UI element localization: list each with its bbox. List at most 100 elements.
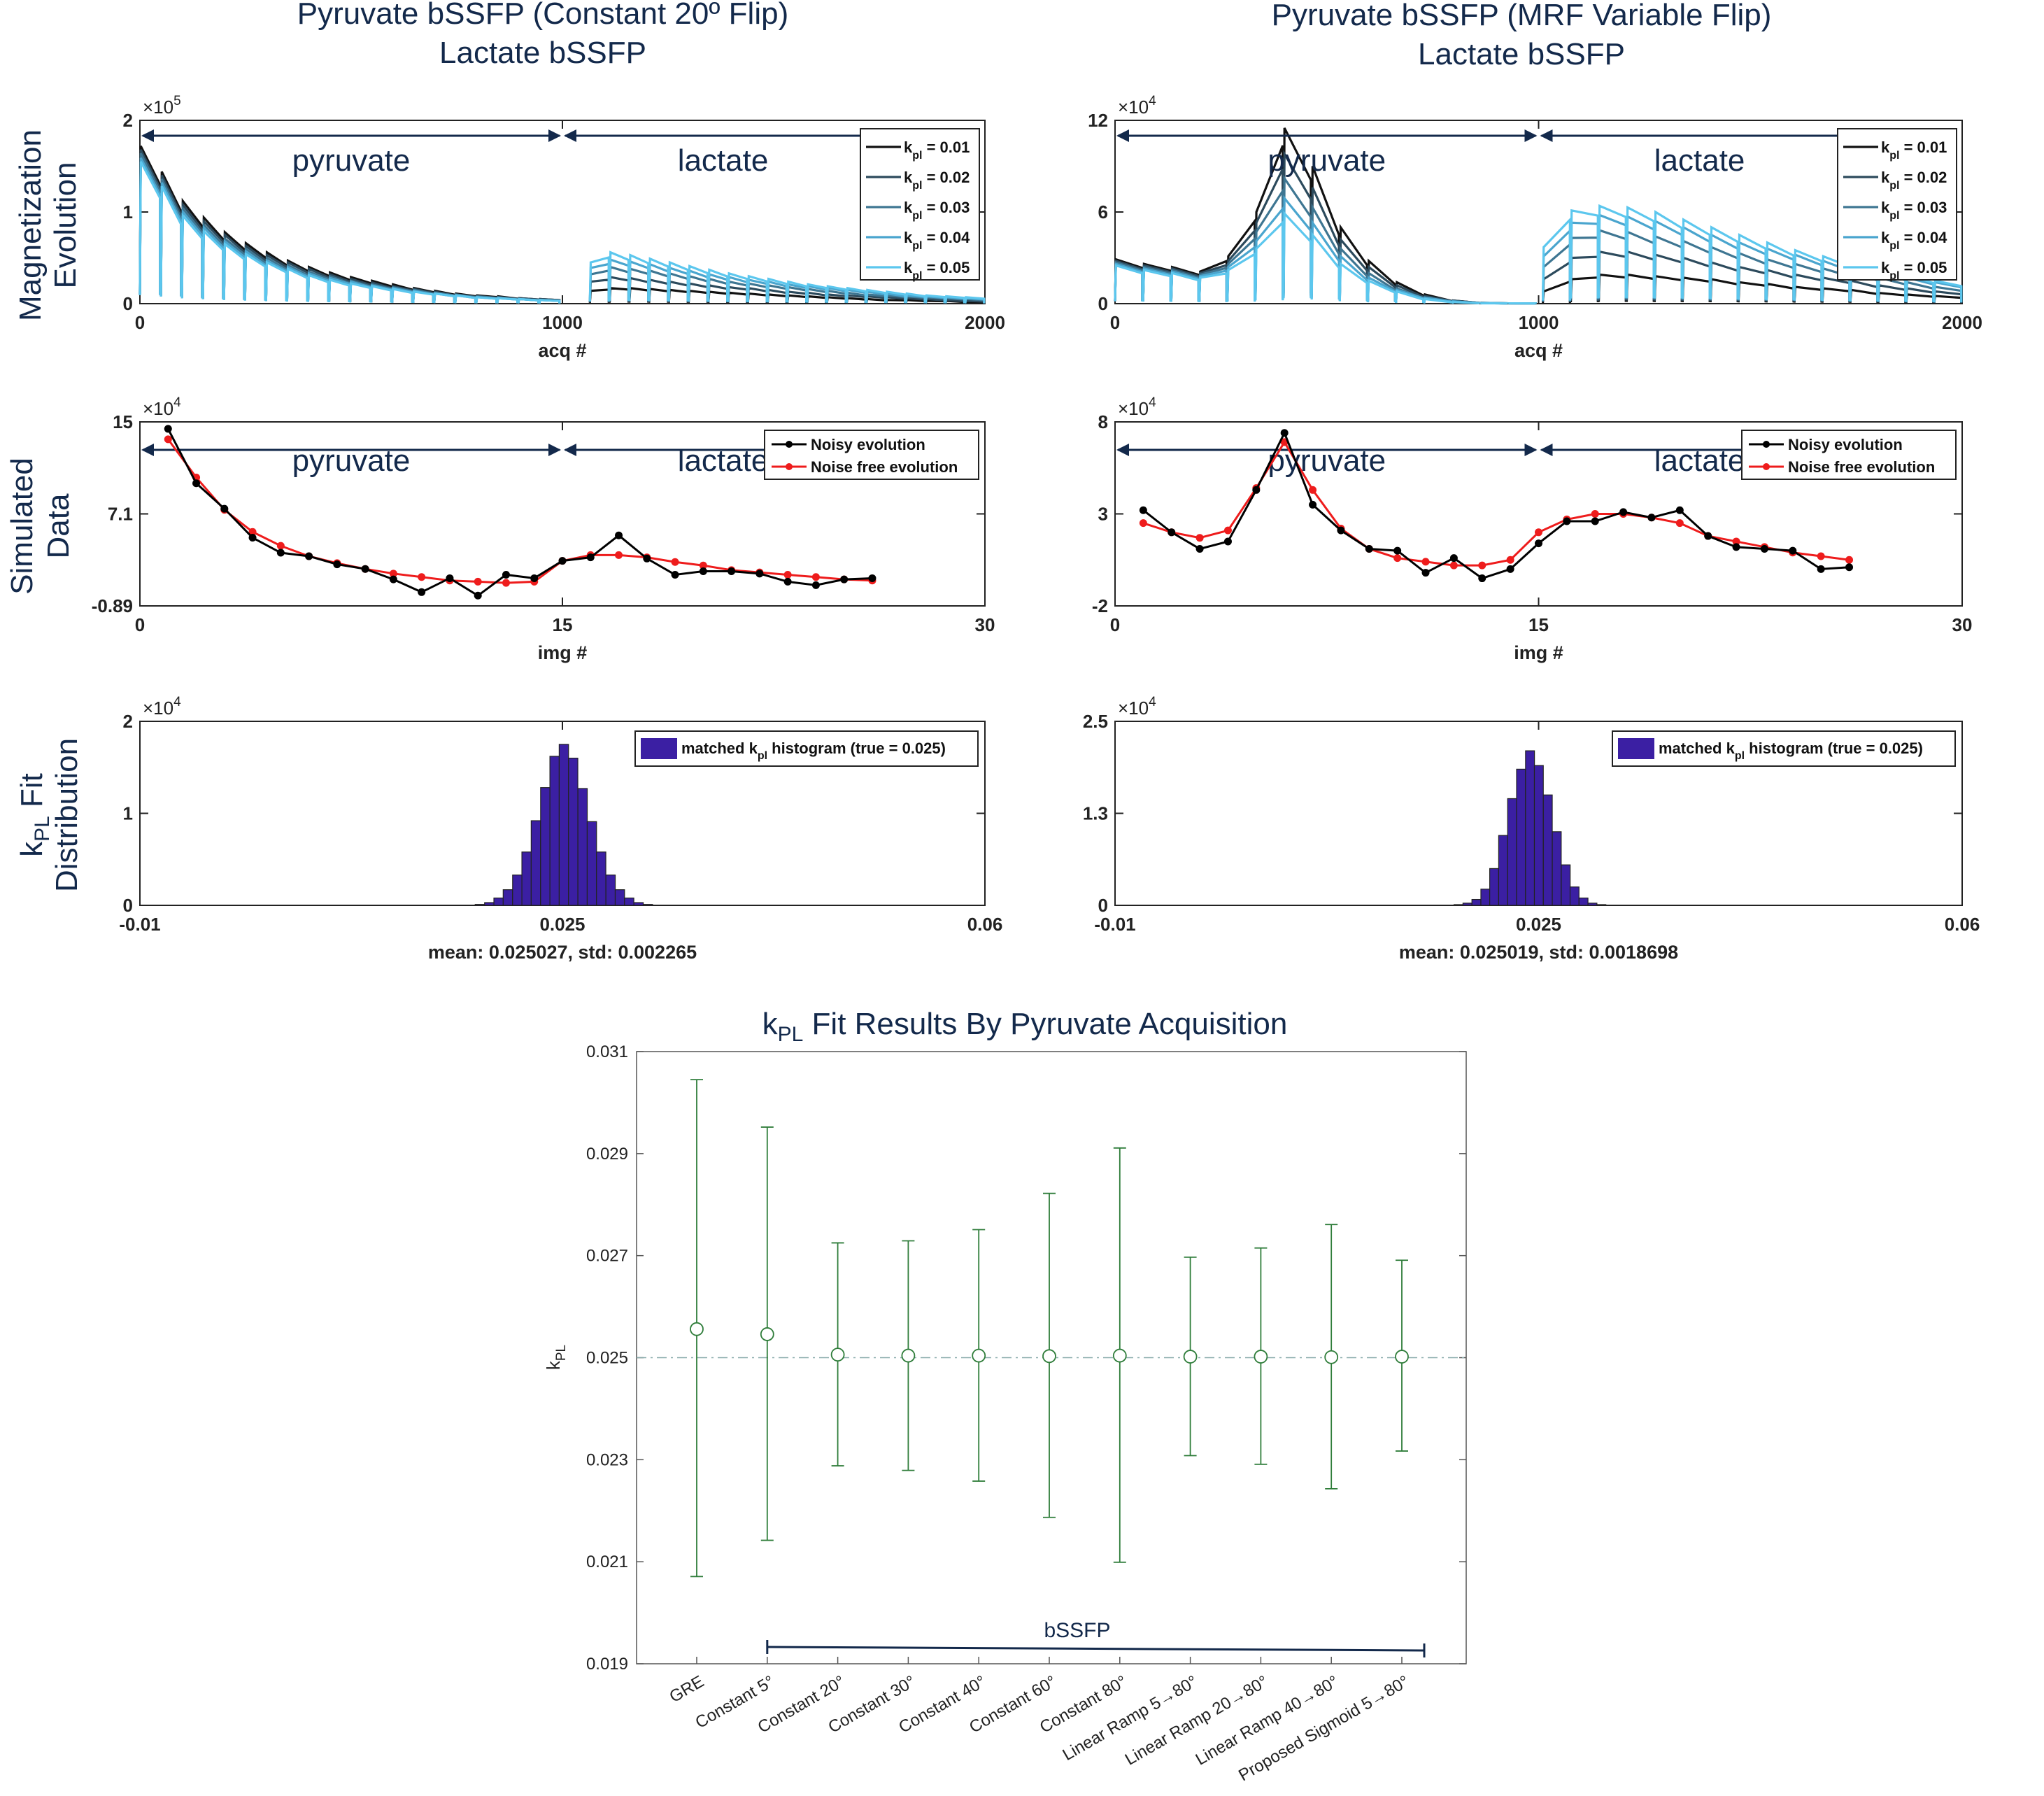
errorbar-xtick-label: GRE (666, 1672, 707, 1706)
sim-left-point (276, 542, 285, 550)
sim-left-point (446, 574, 454, 582)
mag-left-series (139, 145, 986, 304)
hist-right-bar (1552, 831, 1562, 906)
sim-left-line (167, 438, 872, 584)
sim-right-pyruvate-label: pyruvate (1268, 444, 1386, 478)
sim-right-point (1421, 558, 1430, 566)
bssfp-bracket-line (767, 1646, 1425, 1652)
hist-right-bar (1498, 835, 1508, 906)
hist-left-bar (540, 787, 551, 906)
mag-right-xtick-label: 0 (1110, 312, 1120, 333)
errorbar-mean-marker (760, 1327, 774, 1341)
hist-right-legend-swatch (1618, 738, 1654, 759)
hist-left-ytick-label: 0 (123, 895, 133, 916)
hist-left-bar (512, 875, 523, 906)
hist-right-legend: matched kpl histogram (true = 0.025) (1612, 730, 1956, 767)
errorbar-ylabel-group: kPL (543, 1345, 569, 1370)
mag-left-arrowhead (548, 129, 561, 142)
mag-right-phase-arrows: pyruvate lactate (1116, 129, 1957, 178)
hist-right-xlabel: mean: 0.025019, std: 0.0018698 (1399, 942, 1678, 963)
sim-left-legend-entry: Noise free evolution (811, 458, 958, 476)
hist-right-ytick-label: 2.5 (1083, 711, 1108, 732)
sim-right-ytick-label: -2 (1092, 595, 1108, 616)
mag-left-pyruvate-label: pyruvate (292, 143, 411, 178)
sim-left-point (164, 425, 172, 433)
errorbar-mean-marker (830, 1348, 845, 1362)
sim-left-point (418, 588, 426, 596)
sim-left-point (615, 531, 623, 539)
sim-right-point (1789, 546, 1797, 555)
sim-right-point (1139, 506, 1147, 514)
mag-left-xtick-label: 1000 (542, 312, 583, 333)
errorbar-mean-marker (1324, 1350, 1339, 1364)
errorbar-mean-marker (972, 1348, 986, 1363)
column-title-left-line2: Lactate bSSFP (439, 36, 646, 70)
hist-left-ytick-label: 1 (123, 803, 133, 824)
hist-left-ytick-label: 2 (123, 711, 133, 732)
sim-right-point (1675, 519, 1684, 528)
sim-left-xtick-label: 30 (975, 614, 995, 635)
mag-right-legend-entry: kpl = 0.03 (1881, 199, 1947, 222)
hist-right-xtick-label: 0.06 (1945, 914, 1980, 935)
sim-left-arrowhead (564, 444, 576, 456)
sim-left-exponent: ×104 (143, 395, 181, 419)
sim-right-point (1449, 561, 1458, 570)
sim-left-point (699, 561, 707, 570)
errorbar-ytick-label: 0.031 (586, 1042, 628, 1061)
hist-right-bar (1542, 794, 1553, 906)
sim-right-legend: Noisy evolution Noise free evolution (1741, 430, 1957, 480)
sim-right-point (1760, 544, 1768, 553)
sim-left-point (389, 575, 397, 584)
hist-left-bars (465, 744, 653, 906)
mag-left-line-kpl-5 (139, 161, 986, 304)
hist-left-legend-swatch (641, 738, 677, 759)
sim-right-point (1478, 574, 1486, 583)
sim-left-point (474, 591, 482, 600)
sim-left-point (840, 575, 849, 584)
mag-left-legend-box (860, 128, 980, 281)
errorbar-ylabel: kPL (543, 1345, 569, 1370)
sim-left-point (671, 558, 679, 566)
hist-left-bar (568, 757, 579, 906)
column-title-right-line1: Pyruvate bSSFP (MRF Variable Flip) (1272, 0, 1772, 32)
mag-right-lactate-label: lactate (1654, 143, 1745, 178)
row-label-kpl-fit: kPL Fit (15, 773, 54, 857)
hist-left-bar (502, 889, 513, 906)
errorbar-ytick-label: 0.021 (586, 1553, 628, 1571)
sim-right-arrowhead (1540, 444, 1553, 456)
sim-right-point (1563, 517, 1571, 525)
sim-right-point (1732, 537, 1740, 546)
mag-left-exponent: ×105 (143, 94, 181, 118)
hist-right-bar (1587, 903, 1598, 906)
mag-right-pyruvate-label: pyruvate (1268, 143, 1386, 178)
sim-left-series-noisy (164, 425, 876, 600)
sim-left-point (333, 560, 341, 569)
hist-left-bar (624, 897, 634, 906)
hist-left-bar (596, 851, 606, 906)
sim-left-point (811, 581, 820, 589)
mag-left-legend-entry: kpl = 0.01 (904, 139, 970, 162)
mag-left-ytick-label: 0 (123, 293, 133, 314)
sim-left-legend-marker (786, 463, 793, 470)
column-title-right-line2: Lactate bSSFP (1418, 37, 1625, 71)
sim-right-ytick-label: 3 (1098, 504, 1108, 525)
hist-right-bar (1516, 768, 1526, 906)
mag-left-phase-arrows: pyruvate lactate (141, 129, 979, 178)
row-label-evolution: Evolution (48, 162, 83, 288)
mag-left-xtick-label: 2000 (965, 312, 1005, 333)
sim-left-point (474, 577, 482, 586)
sim-left-ytick-label: 7.1 (108, 504, 133, 525)
hist-left-bar (633, 902, 644, 906)
bssfp-bracket-label: bSSFP (1044, 1619, 1110, 1642)
hist-right-xtick-label: 0.025 (1516, 914, 1561, 935)
mag-right-legend-entry: kpl = 0.02 (1881, 169, 1947, 192)
sim-right-series-noise-free (1139, 438, 1854, 570)
hist-left-bar (484, 902, 495, 906)
errorbar-title: kPL Fit Results By Pyruvate Acquisition (762, 1007, 1288, 1046)
hist-right-ytick-label: 1.3 (1083, 803, 1108, 824)
sim-left-point (586, 553, 595, 562)
sim-right-point (1280, 429, 1289, 437)
sim-right-legend-marker (1763, 441, 1770, 448)
sim-right-point (1591, 510, 1599, 518)
